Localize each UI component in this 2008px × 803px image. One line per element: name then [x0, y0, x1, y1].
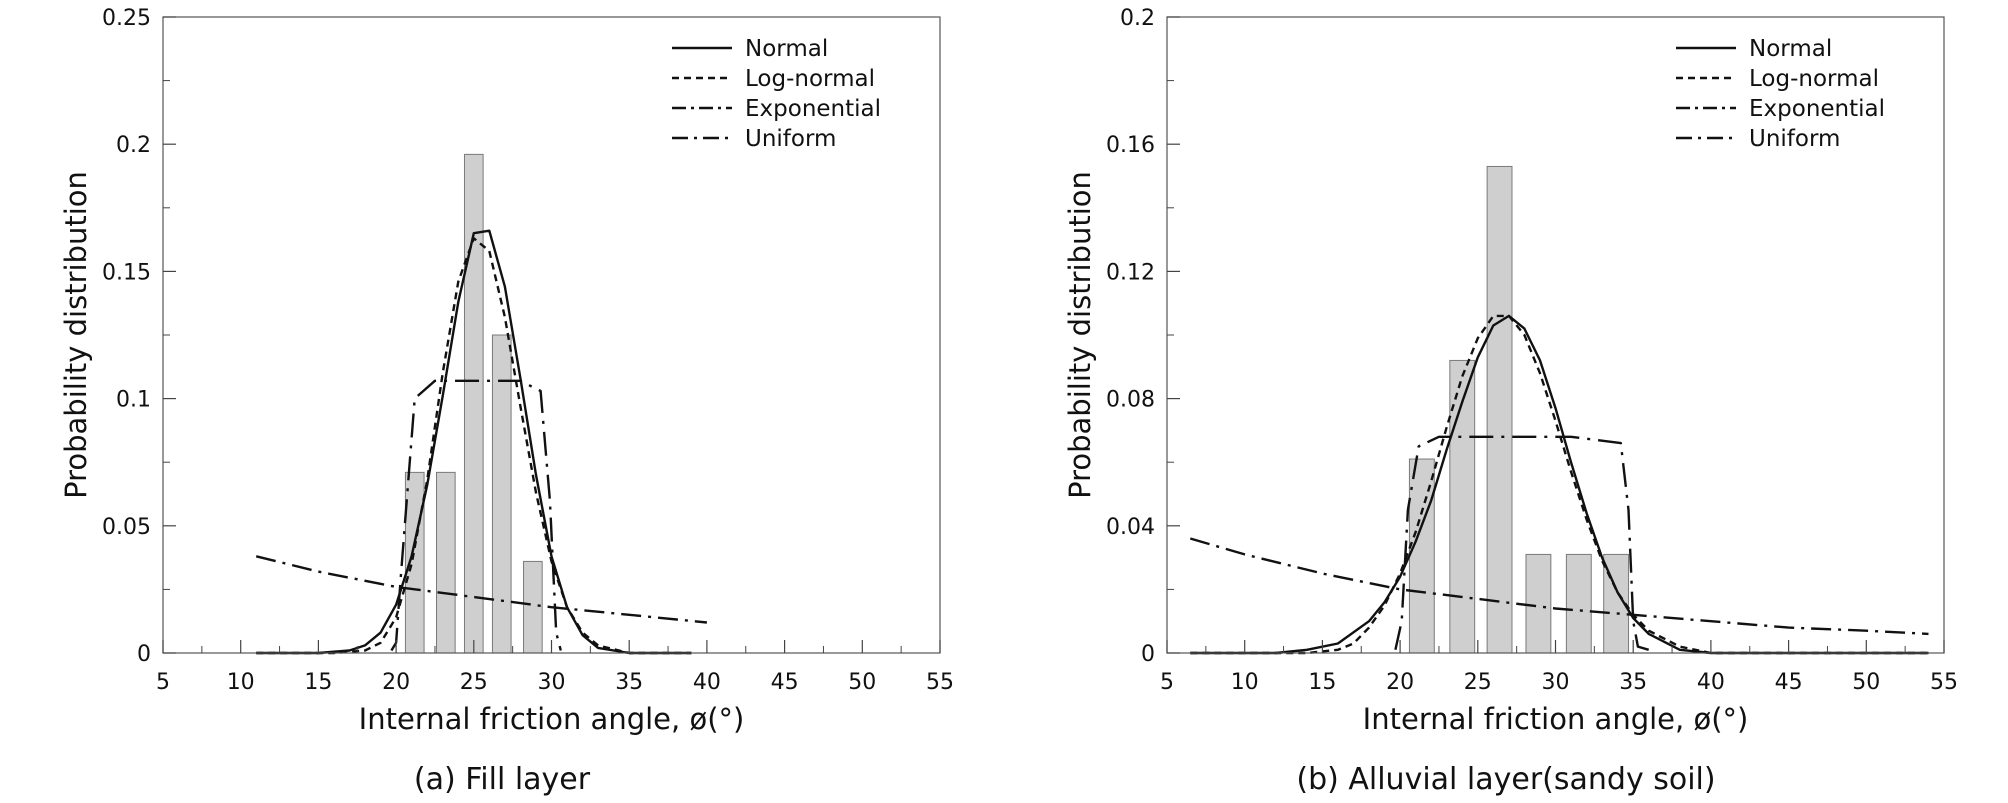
- series-line-exponential: [255, 555, 708, 624]
- x-tick-label: 20: [382, 670, 410, 695]
- series-line-exponential: [1189, 537, 1929, 636]
- legend-label-normal: Normal: [745, 36, 828, 62]
- histogram-bar-28.9: [1525, 553, 1552, 654]
- histogram-bar-21.2: [404, 471, 425, 654]
- x-tick-label: 35: [1619, 670, 1647, 695]
- legend-label-log-normal: Log-normal: [1749, 66, 1879, 92]
- y-tick-label: 0.1: [116, 388, 151, 413]
- y-tick-label: 0.12: [1106, 260, 1155, 285]
- histogram-bar-23.2: [436, 471, 456, 654]
- chart-alluvial-layer: 5 10 15 20 25 30 35 40 45 50 55 0 0.04 0.08 0.12 0.16 0.…: [1063, 6, 1958, 736]
- histogram-bar-26.8: [491, 334, 512, 654]
- histogram-bar-31.5: [1565, 553, 1592, 654]
- panel-alluvial-layer: 5 10 15 20 25 30 35 40 45 50 55 0 0.04 0.08 0.12 0.16 0.…: [1004, 0, 2008, 803]
- histogram-bar-24: [1449, 359, 1476, 654]
- histogram-bar-26.4: [1486, 165, 1513, 654]
- histogram-bar-25: [463, 153, 484, 654]
- x-tick-label: 10: [227, 670, 255, 695]
- caption-alluvial-layer: (b) Alluvial layer(sandy soil): [1296, 762, 1716, 797]
- y-tick-label: 0.25: [102, 6, 151, 31]
- legend-label-uniform: Uniform: [745, 126, 836, 152]
- y-tick-label: 0.15: [102, 260, 151, 285]
- y-tick-label: 0.05: [102, 515, 151, 540]
- x-tick-label: 50: [1852, 670, 1880, 695]
- x-tick-label: 30: [1542, 670, 1570, 695]
- x-tick-label: 15: [1308, 670, 1336, 695]
- caption-fill-layer: (a) Fill layer: [413, 762, 591, 797]
- x-tick-label: 5: [1160, 670, 1174, 695]
- x-tick-label: 45: [771, 670, 799, 695]
- series-line-normal: [1190, 314, 1929, 655]
- y-tick-label: 0.08: [1106, 388, 1155, 413]
- legend-label-normal: Normal: [1749, 36, 1832, 62]
- x-tick-label: 50: [848, 670, 876, 695]
- x-tick-label: 40: [693, 670, 721, 695]
- x-tick-label: 25: [1464, 670, 1492, 695]
- x-tick-label: 25: [460, 670, 488, 695]
- x-axis-label: Internal friction angle, ø(°): [1363, 702, 1749, 736]
- legend-label-uniform: Uniform: [1749, 126, 1840, 152]
- histogram-bar-28.8: [523, 560, 543, 654]
- y-tick-label: 0.2: [1120, 6, 1155, 31]
- y-tick-label: 0.2: [116, 133, 151, 158]
- panel-fill-layer: 5 10 15 20 25 30 35 40 45 50 55 0 0.05 0.1 0.15 0.2 0.25…: [59, 6, 954, 797]
- y-axis-label: Probability distribution: [59, 171, 93, 499]
- x-tick-label: 55: [926, 670, 954, 695]
- histogram-bar-21.4: [1408, 458, 1435, 654]
- y-axis-label: Probability distribution: [1063, 171, 1097, 499]
- x-tick-label: 45: [1775, 670, 1803, 695]
- legend-label-exponential: Exponential: [745, 96, 881, 122]
- legend-label-log-normal: Log-normal: [745, 66, 875, 92]
- chart-fill-layer: 5 10 15 20 25 30 35 40 45 50 55 0 0.05 0.1 0.15 0.2 0.25…: [59, 6, 954, 736]
- legend-label-exponential: Exponential: [1749, 96, 1885, 122]
- series-line-uniform: [390, 379, 562, 652]
- series-line-log-normal: [256, 237, 692, 655]
- y-tick-label: 0.16: [1106, 133, 1155, 158]
- x-tick-label: 35: [615, 670, 643, 695]
- x-tick-label: 20: [1386, 670, 1414, 695]
- x-tick-label: 40: [1697, 670, 1725, 695]
- y-tick-label: 0: [1141, 642, 1155, 667]
- series-line-uniform: [1394, 435, 1650, 651]
- y-tick-label: 0.04: [1106, 515, 1155, 540]
- x-axis-label: Internal friction angle, ø(°): [359, 702, 745, 736]
- series-line-log-normal: [1190, 314, 1929, 655]
- x-tick-label: 15: [304, 670, 332, 695]
- x-tick-label: 55: [1930, 670, 1958, 695]
- x-tick-label: 30: [538, 670, 566, 695]
- x-tick-label: 10: [1231, 670, 1259, 695]
- x-tick-label: 5: [156, 670, 170, 695]
- y-tick-label: 0: [137, 642, 151, 667]
